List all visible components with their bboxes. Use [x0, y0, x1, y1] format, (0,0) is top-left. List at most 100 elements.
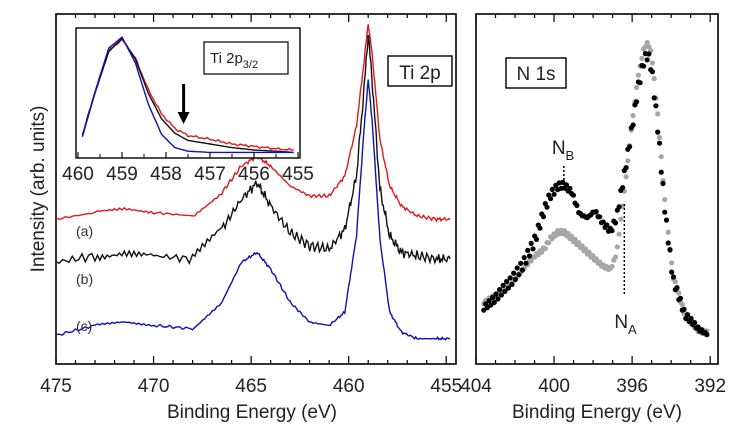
n1s-data-point — [514, 265, 520, 271]
n1s-data-point — [565, 230, 571, 237]
n1s-data-point — [676, 290, 682, 296]
n1s-data-point — [665, 240, 671, 246]
n1s-data-point — [609, 228, 615, 234]
n1s-data-point — [655, 129, 661, 135]
n1s-data-point — [570, 192, 577, 198]
n1s-annotation-na: NA — [614, 312, 637, 337]
n1s-data-point — [505, 285, 511, 291]
n1s-data-point — [497, 287, 503, 293]
n1s-data-point — [530, 246, 536, 252]
inset-series-line — [81, 36, 294, 154]
n1s-data-point — [669, 260, 675, 266]
n1s-data-point — [658, 154, 664, 160]
n1s-data-point — [662, 197, 668, 203]
n1s-data-point — [669, 269, 675, 275]
n1s-data-point — [579, 243, 585, 249]
n1s-data-point — [509, 281, 515, 287]
ti2p-x-tick-label: 465 — [235, 376, 267, 397]
n1s-x-tick-label: 396 — [616, 376, 648, 397]
n1s-data-point — [519, 267, 526, 273]
n1s-data-point — [500, 282, 506, 288]
n1s-data-point — [663, 217, 670, 223]
n1s-data-point — [604, 222, 610, 228]
n1s-data-point — [623, 165, 629, 171]
n1s-data-point — [637, 80, 643, 86]
n1s-data-point — [655, 111, 661, 117]
n1s-data-point — [518, 260, 524, 266]
n1s-data-point — [685, 312, 691, 318]
inset-x-tick-label: 455 — [282, 164, 314, 185]
n1s-data-point — [549, 186, 555, 192]
ti2p-series-group — [55, 24, 451, 341]
n1s-data-point — [491, 299, 497, 305]
n1s-data-point — [576, 240, 582, 246]
n1s-data-point — [525, 247, 531, 253]
ti2p-x-tick-label: 470 — [138, 376, 170, 397]
n1s-data-point — [523, 260, 529, 266]
n1s-data-point — [512, 276, 519, 282]
n1s-data-point — [593, 256, 599, 262]
n1s-data-point — [674, 285, 680, 291]
n1s-frame — [475, 13, 719, 365]
ti2p-x-tick-label: 455 — [430, 376, 462, 397]
n1s-data-point — [649, 60, 656, 66]
n1s-data-point — [649, 69, 656, 75]
ti2p-panel: 475 470 465 460 455 (a) (b) (c) Ti 2p Binding … — [28, 13, 462, 423]
inset-x-tick-label: 456 — [238, 164, 270, 185]
n1s-data-point — [634, 84, 640, 91]
n1s-x-tick-label: 392 — [694, 376, 726, 397]
y-axis-label: Intensity (arb. units) — [28, 106, 49, 273]
n1s-data-point — [493, 291, 499, 297]
n1s-data-point — [616, 231, 622, 237]
n1s-data-point — [618, 216, 624, 222]
n1s-data-point — [511, 270, 517, 276]
ti2p-series-line — [55, 24, 451, 223]
ti2p-series-line — [55, 34, 451, 266]
n1s-data-point — [498, 292, 504, 298]
n1s-data-point — [612, 220, 619, 226]
n1s-data-point — [539, 249, 545, 255]
n1s-data-point — [537, 225, 543, 231]
inset-x-ticks: 460 459 458 457 456 455 — [62, 152, 314, 185]
n1s-panel: 404 400 396 392 N 1s NB NA Binding Energy (e… — [460, 13, 726, 423]
n1s-data-point — [644, 57, 650, 63]
ti2p-x-tick-label: 475 — [40, 376, 72, 397]
n1s-data-point — [658, 169, 664, 175]
n1s-data-point — [544, 204, 550, 210]
inset-x-tick-label: 459 — [106, 164, 138, 185]
n1s-data-point — [528, 240, 534, 246]
inset-panel: 460 459 458 457 456 455 Ti 2p3/2 — [62, 27, 314, 185]
inset-series-line — [81, 37, 294, 154]
n1s-x-tick-label: 404 — [460, 376, 492, 397]
n1s-data-point — [614, 244, 620, 250]
n1s-data-point — [616, 204, 622, 210]
n1s-data-point — [677, 295, 684, 301]
n1s-data-point — [609, 263, 615, 270]
n1s-data-point — [692, 320, 698, 326]
ti2p-series-line — [55, 79, 451, 341]
n1s-data-point — [634, 99, 640, 105]
n1s-data-point — [549, 236, 555, 242]
n1s-data-point — [665, 229, 671, 235]
n1s-data-point — [672, 279, 678, 285]
n1s-x-axis-label: Binding Energy (eV) — [512, 402, 682, 423]
n1s-data-point — [625, 158, 631, 164]
n1s-data-point — [651, 95, 657, 101]
ti2p-title-box — [387, 55, 453, 87]
n1s-data-point — [583, 246, 589, 252]
n1s-data-point — [639, 55, 645, 62]
n1s-data-point — [540, 214, 547, 220]
n1s-data-point — [597, 214, 603, 220]
n1s-x-ticks: 404 400 396 392 — [460, 14, 726, 397]
n1s-data-point — [630, 122, 636, 128]
n1s-data-point — [593, 209, 599, 215]
n1s-data-point — [600, 219, 606, 225]
n1s-data-point — [567, 185, 573, 191]
ti2p-x-tick-label: 460 — [333, 376, 365, 397]
inset-series-group — [81, 36, 294, 154]
ti2p-series-label: (b) — [76, 271, 93, 287]
n1s-data-point — [651, 76, 657, 82]
n1s-data-point — [656, 135, 663, 141]
n1s-data-point — [546, 240, 552, 246]
n1s-data-point — [551, 191, 557, 197]
